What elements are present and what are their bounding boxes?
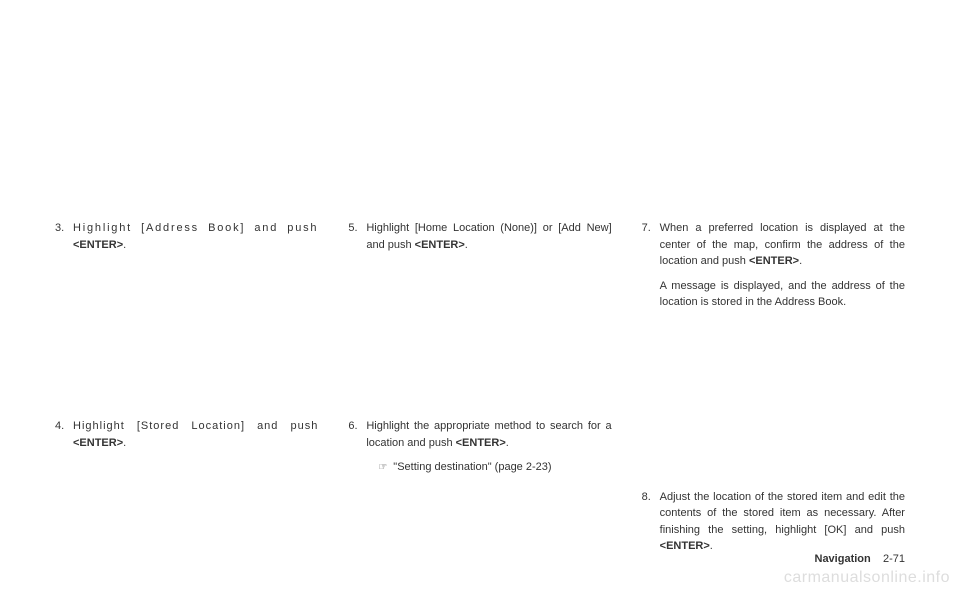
- reference-icon: ☞: [378, 460, 387, 475]
- footer-page-number: 2-71: [883, 553, 905, 565]
- list-content: Highlight [Home Location (None)] or [Add…: [366, 220, 611, 253]
- list-item-8: 8. Adjust the location of the stored ite…: [642, 489, 905, 555]
- list-number: 8.: [642, 489, 660, 555]
- list-number: 3.: [55, 220, 73, 253]
- enter-key: <ENTER>: [415, 239, 465, 251]
- watermark: carmanualsonline.info: [784, 569, 950, 587]
- text: Highlight [Address Book] and push: [73, 222, 318, 234]
- text: .: [465, 239, 468, 251]
- text: Adjust the location of the stored item a…: [660, 491, 905, 536]
- enter-key: <ENTER>: [456, 437, 506, 449]
- paragraph: Highlight the appropriate method to sear…: [366, 418, 611, 451]
- enter-key: <ENTER>: [73, 239, 123, 251]
- paragraph: When a preferred location is displayed a…: [660, 220, 905, 270]
- list-number: 7.: [642, 220, 660, 319]
- list-number: 5.: [348, 220, 366, 253]
- column-2: 5. Highlight [Home Location (None)] or […: [348, 220, 611, 616]
- list-item-5: 5. Highlight [Home Location (None)] or […: [348, 220, 611, 253]
- reference-line: ☞ "Setting destination" (page 2-23): [366, 459, 611, 476]
- footer-section-label: Navigation: [815, 553, 871, 565]
- list-number: 6.: [348, 418, 366, 476]
- text: .: [799, 255, 802, 267]
- column-1: 3. Highlight [Address Book] and push <EN…: [55, 220, 318, 616]
- enter-key: <ENTER>: [73, 437, 123, 449]
- list-item-3: 3. Highlight [Address Book] and push <EN…: [55, 220, 318, 253]
- list-number: 4.: [55, 418, 73, 451]
- list-content: Highlight [Address Book] and push <ENTER…: [73, 220, 318, 253]
- list-item-7: 7. When a preferred location is displaye…: [642, 220, 905, 319]
- text: .: [506, 437, 509, 449]
- paragraph: A message is displayed, and the address …: [660, 278, 905, 311]
- list-content: Highlight [Stored Location] and push <EN…: [73, 418, 318, 451]
- enter-key: <ENTER>: [749, 255, 799, 267]
- list-content: Highlight the appropriate method to sear…: [366, 418, 611, 476]
- list-item-6: 6. Highlight the appropriate method to s…: [348, 418, 611, 476]
- text: .: [123, 437, 126, 449]
- list-item-4: 4. Highlight [Stored Location] and push …: [55, 418, 318, 451]
- text: .: [710, 540, 713, 552]
- page-content: 3. Highlight [Address Book] and push <EN…: [0, 0, 960, 616]
- page-footer: Navigation 2-71: [815, 553, 906, 565]
- list-content: When a preferred location is displayed a…: [660, 220, 905, 319]
- text: Highlight [Home Location (None)] or [Add…: [366, 222, 611, 251]
- list-content: Adjust the location of the stored item a…: [660, 489, 905, 555]
- text: .: [123, 239, 126, 251]
- enter-key: <ENTER>: [660, 540, 710, 552]
- text: Highlight [Stored Location] and push: [73, 420, 318, 432]
- reference-text: "Setting destination" (page 2-23): [393, 459, 551, 476]
